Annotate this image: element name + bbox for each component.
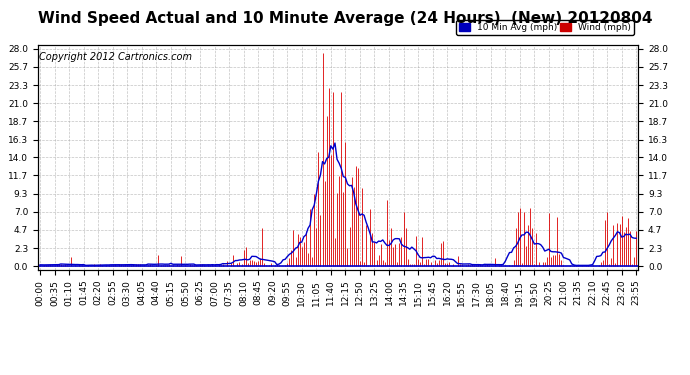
Legend: 10 Min Avg (mph), Wind (mph): 10 Min Avg (mph), Wind (mph) bbox=[456, 20, 633, 35]
Text: Copyright 2012 Cartronics.com: Copyright 2012 Cartronics.com bbox=[39, 52, 192, 62]
Text: Wind Speed Actual and 10 Minute Average (24 Hours)  (New) 20120804: Wind Speed Actual and 10 Minute Average … bbox=[38, 11, 652, 26]
